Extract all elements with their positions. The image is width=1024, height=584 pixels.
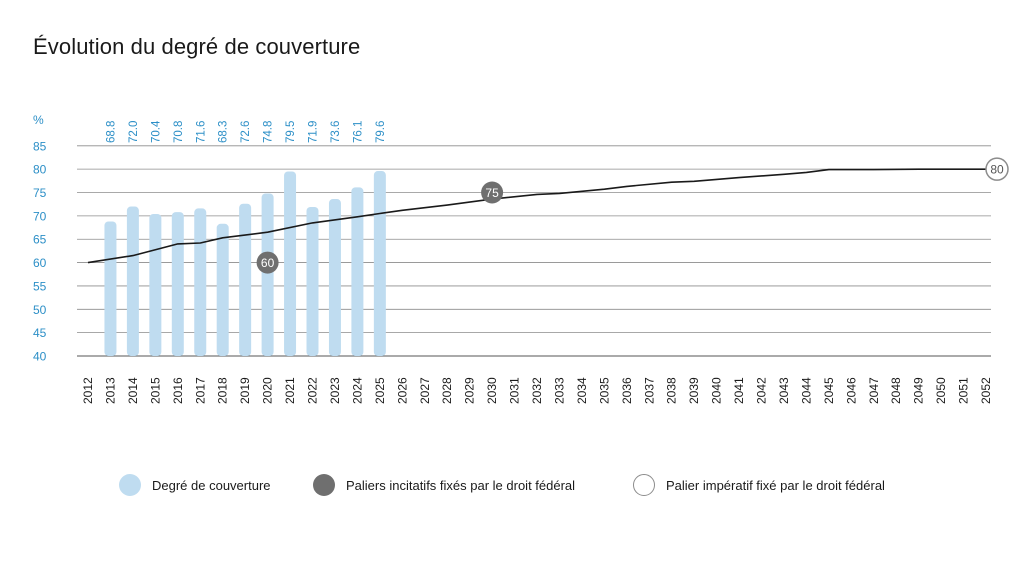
legend-item-imperatif: Palier impératif fixé par le droit fédér…: [633, 474, 885, 496]
bar-value-label: 73.6: [330, 121, 342, 143]
y-tick-label: 65: [33, 233, 47, 247]
y-tick-label: 55: [33, 279, 47, 293]
bar-value-label: 72.0: [128, 121, 140, 143]
bar: [104, 221, 117, 356]
x-tick-label: 2032: [530, 377, 544, 404]
milestone-incitatif: [256, 251, 279, 274]
x-tick-label: 2030: [485, 377, 499, 404]
bar: [171, 212, 184, 356]
x-tick-label: 2025: [373, 377, 387, 404]
x-tick-label: 2047: [867, 377, 881, 404]
x-tick-label: 2017: [193, 377, 207, 404]
x-tick-label: 2019: [238, 377, 252, 404]
chart-title: Évolution du degré de couverture: [33, 34, 361, 59]
bar: [149, 213, 162, 356]
x-tick-label: 2038: [665, 377, 679, 404]
y-tick-label: 80: [33, 163, 47, 177]
bar-value-label: 79.6: [375, 121, 387, 143]
x-tick-label: 2023: [328, 377, 342, 404]
x-tick-label: 2024: [350, 377, 364, 404]
x-tick-label: 2037: [642, 377, 656, 404]
x-tick-label: 2051: [957, 377, 971, 404]
y-unit-label: %: [33, 113, 44, 127]
bar-value-label: 74.8: [263, 121, 275, 143]
x-tick-label: 2045: [822, 377, 836, 404]
x-tick-label: 2022: [306, 377, 320, 404]
x-tick-label: 2042: [755, 377, 769, 404]
bar: [351, 187, 364, 356]
x-tick-label: 2012: [81, 377, 95, 404]
legend-swatch-imperatif: [633, 474, 655, 496]
bar-value-label: 70.8: [173, 121, 185, 143]
bar-value-label: 68.8: [105, 121, 117, 143]
x-tick-label: 2049: [912, 377, 926, 404]
bar: [239, 203, 252, 356]
y-tick-label: 50: [33, 303, 47, 317]
x-tick-label: 2020: [261, 377, 275, 404]
legend: Degré de couverture Paliers incitatifs f…: [0, 474, 1024, 504]
x-tick-label: 2043: [777, 377, 791, 404]
milestone-label: 60: [261, 256, 275, 270]
bar-value-label: 68.3: [218, 121, 230, 143]
x-tick-label: 2048: [889, 377, 903, 404]
x-tick-label: 2050: [934, 377, 948, 404]
x-tick-label: 2034: [575, 377, 589, 404]
legend-label-imperatif: Palier impératif fixé par le droit fédér…: [666, 477, 885, 493]
x-tick-label: 2040: [710, 377, 724, 404]
x-tick-label: 2036: [620, 377, 634, 404]
bar: [126, 206, 139, 356]
bar-value-label: 76.1: [352, 121, 364, 143]
x-tick-label: 2027: [418, 377, 432, 404]
y-tick-label: 85: [33, 139, 47, 153]
legend-swatch-incitatif: [313, 474, 335, 496]
bar-value-label: 72.6: [240, 121, 252, 143]
legend-item-incitatif: Paliers incitatifs fixés par le droit fé…: [313, 474, 575, 496]
x-tick-label: 2016: [171, 377, 185, 404]
legend-label-incitatif: Paliers incitatifs fixés par le droit fé…: [346, 477, 576, 493]
y-tick-label: 45: [33, 326, 47, 340]
x-tick-label: 2033: [552, 377, 566, 404]
x-tick-label: 2029: [463, 377, 477, 404]
x-tick-label: 2021: [283, 377, 297, 404]
bar-value-label: 79.5: [285, 121, 297, 143]
bar-value-label: 71.9: [308, 121, 320, 143]
bar: [373, 171, 386, 356]
x-tick-label: 2018: [216, 377, 230, 404]
legend-label-coverage: Degré de couverture: [152, 477, 271, 493]
x-tick-label: 2035: [597, 377, 611, 404]
x-tick-label: 2044: [799, 377, 813, 404]
legend-swatch-coverage: [119, 474, 141, 496]
bar: [261, 193, 274, 356]
bar: [216, 223, 229, 356]
x-tick-label: 2015: [148, 377, 162, 404]
bar-value-label: 70.4: [150, 120, 162, 143]
milestone-label: 75: [485, 186, 499, 200]
y-tick-label: 60: [33, 256, 47, 270]
legend-item-coverage: Degré de couverture: [119, 474, 271, 496]
bar: [328, 199, 341, 356]
x-tick-label: 2031: [508, 377, 522, 404]
y-tick-label: 75: [33, 186, 47, 200]
milestone-imperatif: [985, 157, 1009, 181]
x-tick-label: 2039: [687, 377, 701, 404]
bar-value-label: 71.6: [195, 121, 207, 143]
x-tick-label: 2014: [126, 377, 140, 404]
x-tick-label: 2026: [395, 377, 409, 404]
x-tick-label: 2028: [440, 377, 454, 404]
x-tick-label: 2041: [732, 377, 746, 404]
chart-svg: % 40 45 50 55 60 65 70 75 80 85 68.8 72.0 70.4 70.8 71.…: [33, 113, 1009, 404]
bar: [194, 208, 207, 356]
y-tick-label: 70: [33, 209, 47, 223]
x-tick-label: 2013: [103, 377, 117, 404]
milestone-label: 80: [990, 163, 1004, 177]
bar: [284, 171, 297, 356]
milestone-incitatif: [481, 181, 504, 204]
y-tick-label: 40: [33, 350, 47, 364]
x-tick-label: 2046: [844, 377, 858, 404]
target-line: [87, 168, 986, 264]
x-tick-label: 2052: [979, 377, 993, 404]
bar: [306, 206, 319, 356]
